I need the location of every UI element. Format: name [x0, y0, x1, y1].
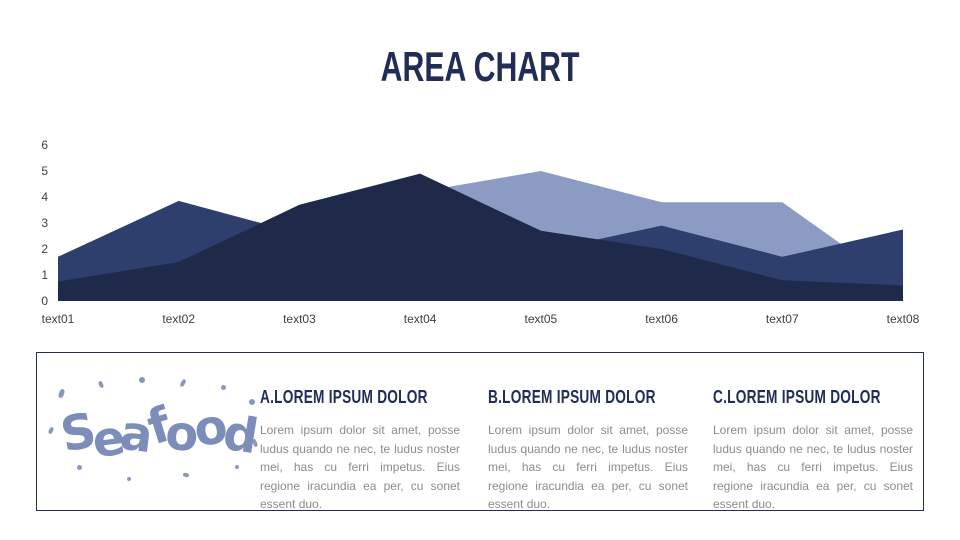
- x-axis-label: text06: [645, 312, 678, 326]
- y-tick-label: 5: [41, 164, 48, 178]
- logo-splatter: [47, 426, 55, 435]
- area-series-front-dark: [58, 173, 903, 301]
- section-c-heading: C.LOREM IPSUM DOLOR: [713, 387, 881, 407]
- y-tick-label: 6: [41, 138, 48, 152]
- section-c-body: Lorem ipsum dolor sit amet, posse ludus …: [713, 423, 913, 512]
- seafood-logo: Seafood: [47, 377, 263, 493]
- logo-splatter: [249, 399, 255, 405]
- x-axis-label: text08: [886, 312, 920, 326]
- text-section-b: B.LOREM IPSUM DOLOR Lorem ipsum dolor si…: [488, 387, 688, 514]
- section-a-heading: A.LOREM IPSUM DOLOR: [260, 387, 428, 407]
- logo-letter: d: [219, 404, 259, 465]
- logo-splatter: [77, 465, 82, 470]
- x-axis-label: text07: [765, 312, 799, 326]
- y-tick-label: 4: [41, 190, 48, 204]
- x-axis-label: text02: [162, 312, 196, 326]
- x-axis-label: text05: [524, 312, 558, 326]
- section-b-heading: B.LOREM IPSUM DOLOR: [488, 387, 656, 407]
- y-tick-label: 0: [41, 294, 48, 308]
- logo-splatter: [179, 378, 187, 388]
- logo-splatter: [235, 465, 239, 469]
- logo-splatter: [139, 377, 145, 383]
- x-axis-label: text01: [41, 312, 75, 326]
- seafood-logo-text: Seafood: [56, 394, 258, 469]
- logo-splatter: [57, 388, 66, 399]
- logo-splatter: [182, 472, 190, 478]
- x-axis-label: text03: [283, 312, 316, 326]
- x-axis-label: text04: [403, 312, 437, 326]
- logo-splatter: [127, 477, 131, 481]
- logo-splatter: [221, 385, 226, 390]
- y-tick-label: 1: [41, 268, 48, 282]
- section-a-body: Lorem ipsum dolor sit amet, posse ludus …: [260, 423, 460, 512]
- y-tick-label: 2: [41, 242, 48, 256]
- text-section-c: C.LOREM IPSUM DOLOR Lorem ipsum dolor si…: [713, 387, 913, 514]
- page-title: AREA CHART: [0, 46, 960, 88]
- text-section-a: A.LOREM IPSUM DOLOR Lorem ipsum dolor si…: [260, 387, 460, 514]
- y-tick-label: 3: [41, 216, 48, 230]
- info-card: Seafood A.LOREM IPSUM DOLOR Lorem ipsum …: [36, 352, 924, 511]
- section-b-body: Lorem ipsum dolor sit amet, posse ludus …: [488, 423, 688, 512]
- page-title-text: AREA CHART: [380, 43, 580, 90]
- logo-splatter: [97, 380, 105, 389]
